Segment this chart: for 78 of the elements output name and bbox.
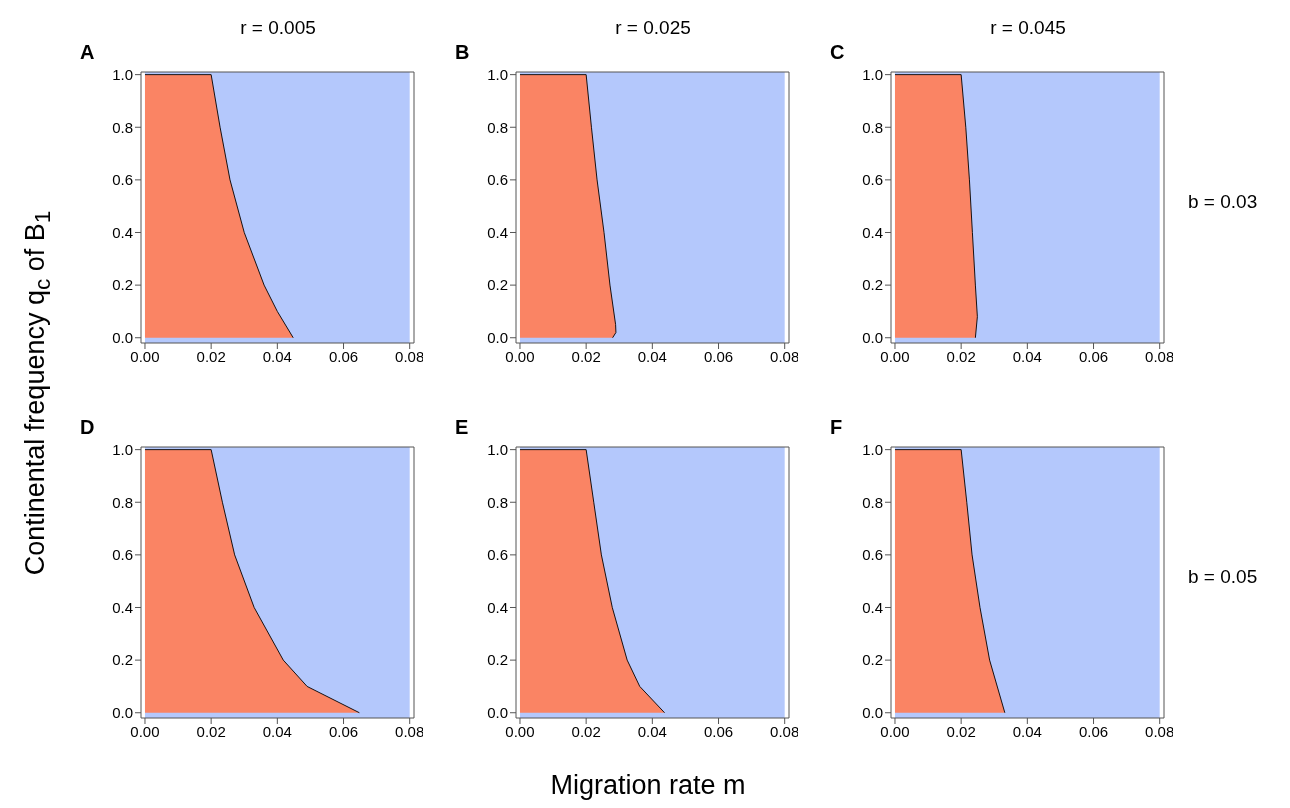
y-tick-label: 0.8 [487,118,508,136]
x-tick-label: 0.02 [196,722,226,740]
y-tick-label: 0.8 [112,118,133,136]
x-tick-label: 0.02 [946,347,976,365]
chart-title: B [455,41,470,64]
x-tick-label: 0.02 [196,347,226,365]
y-tick-label: 0.4 [862,223,883,241]
y-tick-label: 0.2 [487,276,508,294]
x-tick-label: 0.06 [703,347,734,365]
y-tick-label: 0.0 [112,704,133,722]
x-tick-label: 0.08 [770,347,800,365]
y-tick-label: 1.0 [862,65,883,83]
x-tick-label: 0.00 [880,722,910,740]
y-tick-label: 0.6 [487,171,508,189]
x-tick-label: 0.00 [880,347,910,365]
chart-title: E [455,416,469,439]
chart-subtitle: r = 0.025 [614,17,692,39]
y-tick-label: 0.8 [862,118,883,136]
x-tick-label: 0.04 [262,347,292,365]
y-tick-label: 0.6 [112,171,133,189]
x-tick-label: 0.04 [637,347,667,365]
y-tick-label: 0.4 [862,598,883,616]
y-tick-label: 0.0 [487,329,508,347]
x-tick-label: 0.08 [1145,347,1175,365]
x-tick-label: 0.06 [328,347,359,365]
y-tick-label: 0.2 [112,276,133,294]
x-tick-label: 0.02 [571,722,601,740]
y-tick-label: 0.6 [487,546,508,564]
x-tick-label: 0.06 [1078,722,1109,740]
y-tick-label: 0.4 [487,598,508,616]
x-tick-label: 0.04 [637,722,667,740]
y-tick-label: 0.0 [862,704,883,722]
text: b = 0.05 [1188,566,1258,588]
y-tick-label: 0.8 [862,493,883,511]
y-tick-label: 0.6 [112,546,133,564]
y-tick-label: 0.8 [112,493,133,511]
x-tick-label: 0.00 [130,347,160,365]
y-tick-label: 1.0 [862,440,883,458]
x-tick-label: 0.08 [395,722,425,740]
x-tick-label: 0.00 [130,722,160,740]
y-tick-label: 0.6 [862,171,883,189]
chart-subtitle: r = 0.005 [239,17,317,39]
y-tick-label: 1.0 [112,440,133,458]
x-tick-label: 0.08 [770,722,800,740]
y-tick-label: 1.0 [112,65,133,83]
y-tick-label: 0.2 [862,651,883,669]
x-tick-label: 0.04 [262,722,292,740]
x-tick-label: 0.08 [395,347,425,365]
y-tick-label: 0.4 [487,223,508,241]
y-tick-label: 0.6 [862,546,883,564]
text: b = 0.03 [1188,191,1258,213]
y-tick-label: 0.4 [112,223,133,241]
y-tick-label: 0.4 [112,598,133,616]
x-tick-label: 0.00 [505,722,535,740]
x-tick-label: 0.08 [1145,722,1175,740]
y-tick-label: 0.0 [487,704,508,722]
y-tick-label: 0.0 [862,329,883,347]
chart-title: A [80,41,95,64]
x-tick-label: 0.04 [1012,722,1042,740]
y-tick-label: 0.0 [112,329,133,347]
x-tick-label: 0.04 [1012,347,1042,365]
y-tick-label: 0.2 [862,276,883,294]
chart-title: C [830,41,845,64]
chart-title: F [830,416,843,439]
x-tick-label: 0.00 [505,347,535,365]
x-tick-label: 0.06 [328,722,359,740]
x-tick-label: 0.02 [571,347,601,365]
y-tick-label: 0.8 [487,493,508,511]
chart-subtitle: r = 0.045 [989,17,1067,39]
y-tick-label: 1.0 [487,440,508,458]
chart-title: D [80,416,95,439]
x-axis-title: Migration rate m [550,770,746,801]
y-tick-label: 0.2 [112,651,133,669]
y-tick-label: 0.2 [487,651,508,669]
y-tick-label: 1.0 [487,65,508,83]
x-tick-label: 0.06 [703,722,734,740]
x-tick-label: 0.02 [946,722,976,740]
x-tick-label: 0.06 [1078,347,1109,365]
